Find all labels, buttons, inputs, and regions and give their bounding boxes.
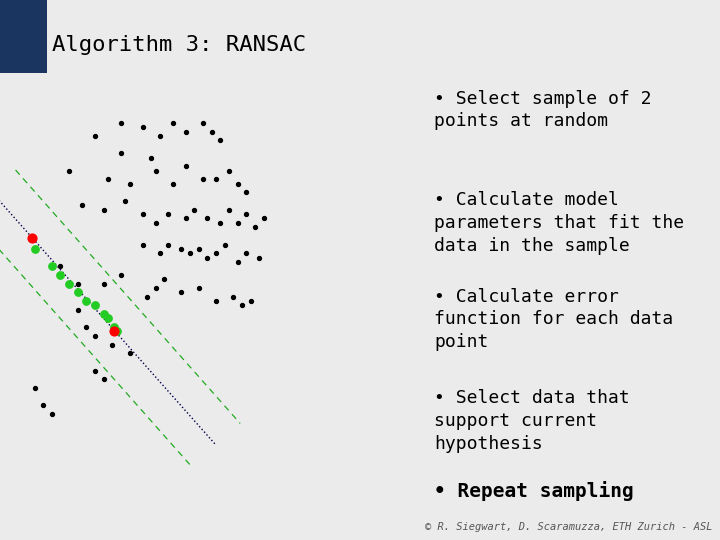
- Point: [115, 271, 127, 279]
- Point: [72, 306, 84, 314]
- Point: [167, 118, 179, 127]
- Text: © R. Siegwart, D. Scaramuzza, ETH Zurich - ASL: © R. Siegwart, D. Scaramuzza, ETH Zurich…: [426, 522, 713, 532]
- Point: [150, 284, 161, 292]
- Point: [111, 327, 122, 336]
- Point: [81, 323, 92, 332]
- Point: [37, 401, 49, 410]
- Point: [124, 349, 135, 357]
- Point: [202, 214, 213, 223]
- Point: [163, 240, 174, 249]
- Point: [55, 262, 66, 271]
- Point: [124, 179, 135, 188]
- Point: [109, 323, 120, 332]
- Point: [206, 127, 217, 136]
- Point: [137, 210, 148, 218]
- Point: [236, 301, 248, 310]
- Point: [163, 210, 174, 218]
- Point: [89, 366, 101, 375]
- Point: [210, 175, 222, 184]
- Point: [240, 188, 252, 197]
- Point: [89, 332, 101, 340]
- Point: [76, 201, 88, 210]
- Point: [55, 271, 66, 279]
- Point: [98, 375, 109, 383]
- Point: [193, 284, 204, 292]
- Point: [197, 118, 209, 127]
- Point: [245, 297, 256, 306]
- Point: [223, 205, 235, 214]
- Text: Algorithm 3: RANSAC: Algorithm 3: RANSAC: [52, 35, 306, 55]
- Point: [98, 310, 109, 319]
- Point: [232, 258, 243, 266]
- Point: [223, 166, 235, 175]
- Point: [180, 214, 192, 223]
- Point: [258, 214, 269, 223]
- Point: [115, 149, 127, 158]
- Point: [228, 292, 239, 301]
- Point: [253, 253, 265, 262]
- Text: • Repeat sampling: • Repeat sampling: [434, 481, 634, 501]
- Text: • Calculate error
function for each data
point: • Calculate error function for each data…: [434, 287, 673, 352]
- Point: [189, 205, 200, 214]
- Point: [29, 383, 40, 392]
- Point: [158, 275, 170, 284]
- Point: [249, 223, 261, 232]
- Point: [154, 132, 166, 140]
- Point: [240, 249, 252, 258]
- Point: [210, 249, 222, 258]
- Point: [145, 153, 157, 162]
- Point: [232, 179, 243, 188]
- Point: [197, 175, 209, 184]
- Point: [115, 118, 127, 127]
- Point: [72, 279, 84, 288]
- Point: [98, 279, 109, 288]
- Point: [176, 245, 187, 253]
- Point: [63, 279, 75, 288]
- Point: [81, 297, 92, 306]
- Point: [202, 253, 213, 262]
- Point: [215, 219, 226, 227]
- Point: [102, 314, 114, 323]
- Point: [176, 288, 187, 296]
- Point: [141, 292, 153, 301]
- Point: [137, 123, 148, 131]
- Point: [29, 245, 40, 253]
- Point: [193, 245, 204, 253]
- Point: [109, 326, 120, 335]
- Point: [102, 175, 114, 184]
- Text: • Select sample of 2
points at random: • Select sample of 2 points at random: [434, 90, 652, 130]
- Point: [232, 219, 243, 227]
- Point: [240, 210, 252, 218]
- Point: [46, 410, 58, 418]
- Point: [210, 297, 222, 306]
- Point: [107, 340, 118, 349]
- Point: [137, 240, 148, 249]
- Point: [219, 240, 230, 249]
- Point: [150, 166, 161, 175]
- Point: [63, 166, 75, 175]
- Text: • Select data that
support current
hypothesis: • Select data that support current hypot…: [434, 389, 630, 453]
- Point: [167, 179, 179, 188]
- Point: [98, 205, 109, 214]
- Point: [120, 197, 131, 205]
- Bar: [0, 0, 47, 73]
- Point: [150, 219, 161, 227]
- Point: [180, 127, 192, 136]
- Point: [215, 136, 226, 145]
- Point: [154, 249, 166, 258]
- Point: [72, 288, 84, 296]
- Point: [184, 249, 196, 258]
- Point: [180, 162, 192, 171]
- Point: [46, 262, 58, 271]
- Point: [27, 234, 38, 242]
- Point: [89, 132, 101, 140]
- Point: [89, 301, 101, 310]
- Text: • Calculate model
parameters that fit the
data in the sample: • Calculate model parameters that fit th…: [434, 191, 684, 254]
